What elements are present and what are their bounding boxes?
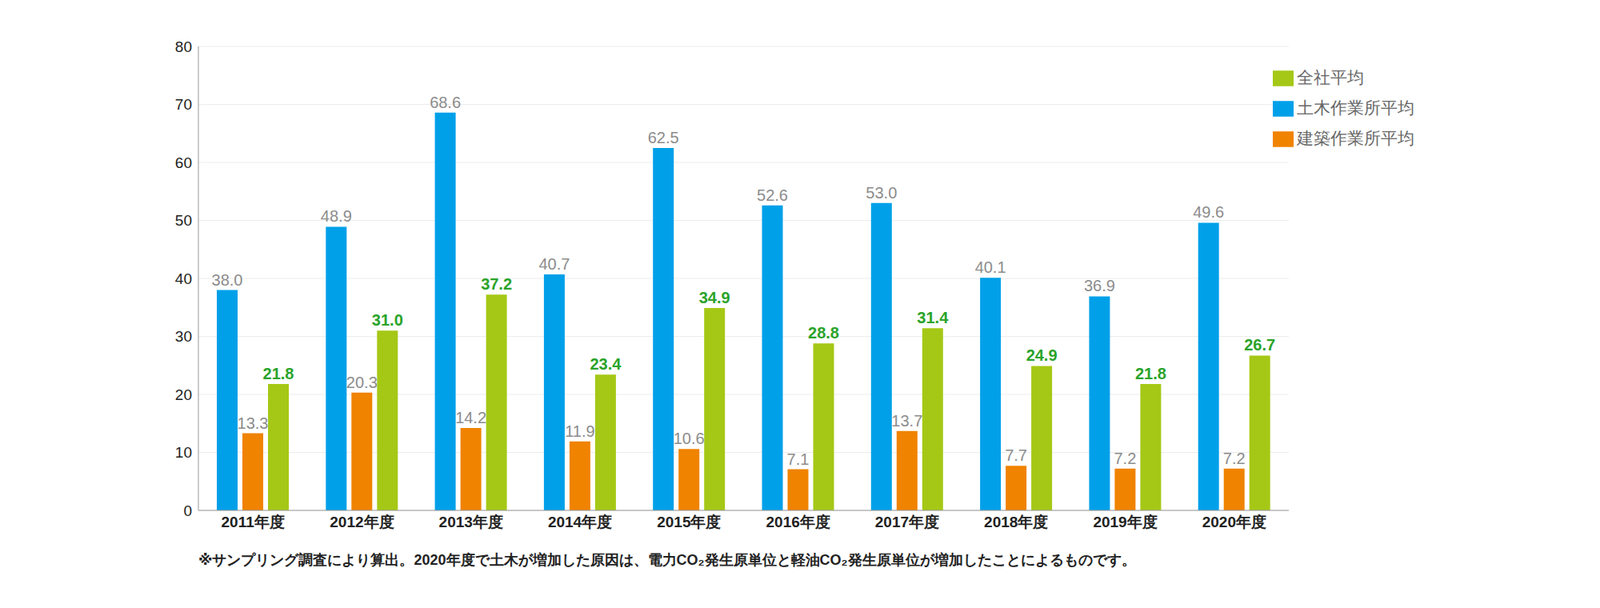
svg-text:26.7: 26.7 [1244,336,1276,354]
svg-text:30: 30 [175,328,192,345]
svg-text:7.2: 7.2 [1113,449,1136,468]
svg-text:40.1: 40.1 [975,258,1007,276]
html-text:※サンプリング調査により算出。2020年度で土木が増加した原: ※サンプリング調査により算出。2020年度で土木が増加した原因は、電力CO₂発生… [198,552,1136,568]
svg-text:7.2: 7.2 [1223,449,1246,468]
svg-text:10.6: 10.6 [673,429,705,448]
svg-text:48.9: 48.9 [320,207,352,225]
svg-text:68.6: 68.6 [429,93,461,112]
svg-text:62.5: 62.5 [648,128,680,147]
svg-text:2015年度: 2015年度 [656,513,721,531]
svg-text:2013年度: 2013年度 [439,513,504,531]
html-text:土木作業所平均: 土木作業所平均 [1296,98,1415,117]
svg-text:37.2: 37.2 [480,275,512,293]
svg-text:52.6: 52.6 [756,186,788,204]
svg-text:11.9: 11.9 [564,422,595,440]
svg-text:31.0: 31.0 [372,311,404,329]
html-text:全社平均: 全社平均 [1296,68,1364,87]
svg-text:20: 20 [175,386,192,404]
svg-text:34.9: 34.9 [699,288,731,307]
svg-text:2012年度: 2012年度 [329,513,394,531]
svg-text:2020年度: 2020年度 [1202,513,1267,531]
svg-text:0: 0 [183,502,192,520]
svg-text:70: 70 [175,96,192,113]
svg-text:31.4: 31.4 [916,308,949,327]
svg-text:40: 40 [175,270,192,288]
svg-text:20.3: 20.3 [346,373,378,392]
svg-text:21.8: 21.8 [263,364,295,383]
svg-text:21.8: 21.8 [1135,364,1167,383]
svg-text:28.8: 28.8 [808,324,840,342]
svg-text:49.6: 49.6 [1192,203,1224,221]
svg-text:13.7: 13.7 [891,412,923,430]
svg-text:36.9: 36.9 [1084,276,1116,295]
svg-text:38.0: 38.0 [212,271,244,289]
svg-text:24.9: 24.9 [1026,346,1058,364]
svg-text:14.2: 14.2 [455,408,487,427]
svg-text:2017年度: 2017年度 [875,513,940,531]
svg-text:7.1: 7.1 [787,450,810,468]
svg-text:13.3: 13.3 [237,414,269,432]
svg-text:7.7: 7.7 [1004,446,1028,464]
svg-text:53.0: 53.0 [865,184,897,202]
svg-text:2014年度: 2014年度 [548,513,612,531]
svg-text:80: 80 [175,38,192,56]
svg-text:2018年度: 2018年度 [984,513,1048,531]
svg-text:50: 50 [175,212,192,229]
svg-text:2011年度: 2011年度 [221,513,285,531]
svg-text:23.4: 23.4 [589,355,622,373]
svg-text:60: 60 [175,154,192,172]
svg-text:2019年度: 2019年度 [1092,513,1157,531]
html-text:建築作業所平均: 建築作業所平均 [1296,128,1415,148]
svg-text:40.7: 40.7 [538,255,570,273]
svg-text:2016年度: 2016年度 [766,513,831,531]
svg-text:10: 10 [175,444,192,461]
